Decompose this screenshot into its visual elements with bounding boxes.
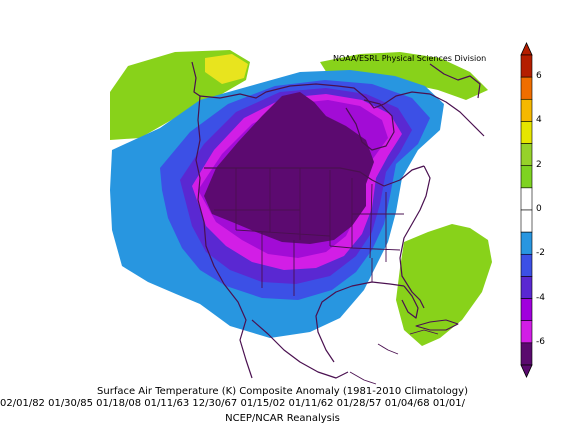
- colorbar-segment: [520, 320, 533, 344]
- colorbar-segment: [520, 98, 533, 122]
- colorbar-segment: [520, 143, 533, 167]
- green-region-southeast: [396, 224, 492, 346]
- central-america: [349, 329, 439, 385]
- hudson-bay: [345, 99, 395, 151]
- green-region-north: [320, 52, 488, 100]
- caption-dates: 02/01/82 01/30/85 01/18/08 01/11/63 12/3…: [0, 398, 466, 409]
- anomaly-shading: [110, 50, 492, 346]
- alaska-coast: [191, 61, 201, 97]
- canada-us-border: [204, 165, 425, 187]
- east-coastline: [399, 165, 431, 309]
- colorbar-segment: [520, 165, 533, 189]
- colorbar-tick-label: -6: [536, 336, 545, 347]
- map-outlines: [191, 61, 485, 385]
- credit-text: NOAA/ESRL Physical Sciences Division: [333, 54, 487, 63]
- colorbar-segment: [520, 187, 533, 211]
- colorbar-tick-label: 6: [536, 71, 542, 82]
- canada-coast: [199, 83, 485, 137]
- colorbar-segment: [520, 276, 533, 299]
- state-lines-west: [214, 168, 331, 296]
- colorbar-tick-label: -2: [536, 248, 545, 259]
- colorbar: [520, 42, 533, 378]
- colorbar-tick-label: -4: [536, 292, 545, 303]
- colorbar-segment: [520, 121, 533, 144]
- colorbar-segment: [520, 209, 533, 233]
- colorbar-tick-label: 2: [536, 159, 542, 170]
- caption-source: NCEP/NCAR Reanalysis: [225, 413, 340, 424]
- cuba-outline: [415, 319, 459, 331]
- colorbar-tick-label: 4: [536, 115, 542, 126]
- west-coastline: [195, 95, 253, 379]
- colorbar-segment: [520, 76, 533, 100]
- colorbar-segment: [520, 253, 533, 277]
- yellow-region-alaska: [205, 54, 248, 84]
- state-lines-east: [329, 178, 404, 282]
- gulf-coastline: [315, 281, 405, 363]
- colorbar-segment: [520, 342, 533, 366]
- colorbar-segment: [520, 231, 533, 255]
- colorbar-segment: [520, 54, 533, 78]
- caption-title: Surface Air Temperature (K) Composite An…: [97, 386, 468, 397]
- colorbar-segment: [520, 298, 533, 322]
- greenland-coast: [429, 63, 481, 99]
- colorbar-bottom-arrow: [520, 364, 533, 378]
- florida-outline: [401, 285, 419, 319]
- colorbar-top-arrow: [520, 42, 533, 56]
- mexico-coast: [251, 319, 349, 379]
- colorbar-tick-label: 0: [536, 204, 542, 214]
